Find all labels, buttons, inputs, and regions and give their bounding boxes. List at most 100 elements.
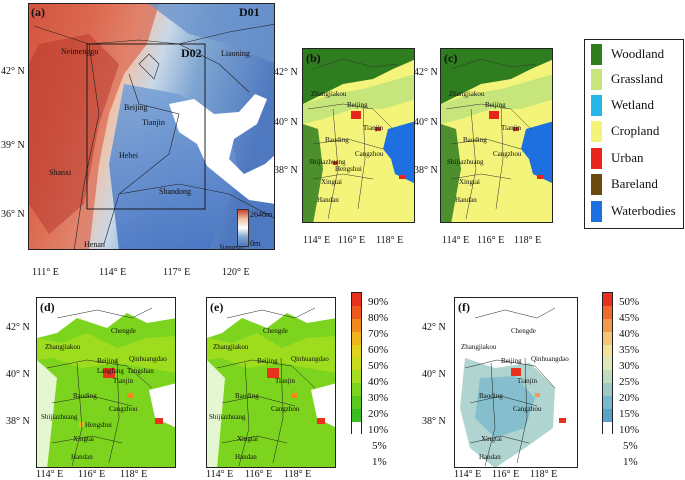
legend-label: Grassland: [611, 71, 663, 86]
panel-d-lon-tick: 116° E: [78, 469, 106, 480]
colorbar-de-label: 20%: [368, 408, 389, 420]
panel-a-lat-tick: 39° N: [1, 140, 25, 151]
panel-d-label: (d): [40, 300, 55, 314]
city-xingtai: Xingtai: [481, 435, 502, 443]
colorbar-de-cell: [352, 331, 361, 345]
landuse-map-c-graphic: [441, 49, 552, 222]
panel-c-lat-tick: 40° N: [414, 117, 438, 128]
panel-a-lat-tick: 36° N: [1, 209, 25, 220]
panel-d-lat-tick: 38° N: [6, 416, 30, 427]
colorbar-de-label: 50%: [368, 360, 389, 372]
city-zhangjiakou: Zhangjiakou: [45, 343, 81, 351]
place-neimenggu: Neimenggu: [61, 47, 99, 56]
place-henan: Henan: [84, 240, 105, 249]
landuse-map-b: (b) Zhangjiakou Beijing Tianjin Baoding …: [302, 48, 415, 223]
panel-c-lat-tick: 38° N: [414, 165, 438, 176]
elevation-min-label: 0m: [250, 239, 261, 248]
colorbar-f-label: 10%: [619, 424, 640, 436]
panel-e-lon-tick: 116° E: [245, 469, 273, 480]
colorbar-de-cell: [352, 383, 361, 396]
place-hebei: Hebei: [119, 151, 139, 160]
colorbar-de-cell: [352, 421, 361, 435]
city-xingtai: Xingtai: [459, 178, 480, 186]
city-beijing: Beijing: [347, 101, 368, 109]
city-tianjin: Tianjin: [517, 377, 537, 385]
panel-f-lon-tick: 118° E: [530, 469, 558, 480]
terrain-map: [29, 4, 274, 249]
colorbar-de-cell: [352, 408, 361, 422]
panel-b-lon-tick: 116° E: [338, 235, 366, 246]
panel-d-lon-tick: 118° E: [120, 469, 148, 480]
fraction-map-e: (e) Chengde Zhangjiakou Beijing Qinhuang…: [206, 297, 336, 468]
fraction-map-f: (f) Chengde Zhangjiakou Beijing Qinhuang…: [454, 297, 578, 468]
city-xingtai: Xingtai: [321, 178, 342, 186]
legend-label: Wetland: [611, 97, 654, 112]
city-handan: Handan: [317, 196, 339, 204]
city-beijing: Beijing: [485, 101, 506, 109]
legend-swatch: [591, 95, 602, 116]
city-handan: Handan: [479, 453, 501, 461]
city-baoding: Baoding: [235, 392, 259, 400]
colorbar-f-label: 20%: [619, 392, 640, 404]
city-beijing: Beijing: [501, 357, 522, 365]
place-jiangsu: Jiangsu: [219, 243, 243, 250]
legend-swatch: [591, 148, 602, 169]
panel-c-lon-tick: 114° E: [442, 235, 470, 246]
fraction-map-d-graphic: [37, 298, 175, 467]
panel-a-lon-tick: 120° E: [222, 267, 250, 278]
legend-label: Bareland: [611, 176, 658, 191]
colorbar-f-label: 15%: [619, 408, 640, 420]
legend-label: Urban: [611, 150, 644, 165]
terrain-map-panel: (a) D01 D02 Neimenggu Liaoning Beijing T…: [28, 3, 275, 250]
colorbar-de-label: 30%: [368, 392, 389, 404]
panel-c-lon-tick: 116° E: [477, 235, 505, 246]
panel-e-lon-tick: 118° E: [284, 469, 312, 480]
colorbar-f-label: 5%: [623, 440, 638, 452]
colorbar-f-label: 25%: [619, 376, 640, 388]
panel-d-lat-tick: 40° N: [6, 369, 30, 380]
colorbar-de-cell: [352, 305, 361, 319]
legend-label: Cropland: [611, 123, 660, 138]
landuse-legend: Woodland Grassland Wetland Cropland Urba…: [584, 39, 684, 229]
place-shanxi: Shanxi: [49, 168, 72, 177]
landuse-map-c: (c) Zhangjiakou Beijing Tianjin Baoding …: [440, 48, 553, 223]
legend-label: Woodland: [611, 46, 665, 61]
colorbar-f-cell: [603, 357, 612, 371]
city-cangzhou: Cangzhou: [493, 150, 522, 158]
city-cangzhou: Cangzhou: [271, 405, 300, 413]
colorbar-f-label: 40%: [619, 328, 640, 340]
panel-a-lon-tick: 114° E: [99, 267, 127, 278]
domain-d02-label: D02: [181, 46, 202, 60]
colorbar-f-label: 35%: [619, 344, 640, 356]
panel-d-lat-tick: 42° N: [6, 322, 30, 333]
city-cangzhou: Cangzhou: [513, 405, 542, 413]
city-baoding: Baoding: [479, 392, 503, 400]
legend-swatch: [591, 121, 602, 142]
legend-swatch: [591, 69, 602, 90]
city-chengde: Chengde: [511, 327, 536, 335]
place-liaoning: Liaoning: [221, 49, 250, 58]
fraction-map-e-graphic: [207, 298, 335, 467]
city-cangzhou: Cangzhou: [109, 405, 138, 413]
panel-b-lat-tick: 38° N: [274, 165, 298, 176]
panel-a-label: (a): [31, 5, 45, 19]
colorbar-f-cell: [603, 408, 612, 422]
colorbar-f-cell: [603, 396, 612, 409]
panel-b-lon-tick: 114° E: [303, 235, 331, 246]
city-zhangjiakou: Zhangjiakou: [311, 90, 347, 98]
colorbar-de-cell: [352, 396, 361, 409]
landuse-map-b-graphic: [303, 49, 414, 222]
city-langfang: Langfang: [97, 367, 124, 375]
city-shijiazhuang: Shijiazhuang: [447, 158, 484, 166]
city-tianjin: Tianjin: [113, 377, 133, 385]
colorbar-f-label: 30%: [619, 360, 640, 372]
city-beijing: Beijing: [257, 357, 278, 365]
city-qinhuangdao: Qinhuangdao: [129, 355, 167, 363]
panel-b-lat-tick: 40° N: [274, 117, 298, 128]
city-zhangjiakou: Zhangjiakou: [213, 343, 249, 351]
place-shandong: Shandong: [159, 187, 191, 196]
colorbar-f-cell: [603, 383, 612, 396]
legend-cropland: Cropland: [585, 121, 683, 142]
city-shijiazhuang: Shijiazhuang: [209, 413, 246, 421]
city-cangzhou: Cangzhou: [355, 150, 384, 158]
